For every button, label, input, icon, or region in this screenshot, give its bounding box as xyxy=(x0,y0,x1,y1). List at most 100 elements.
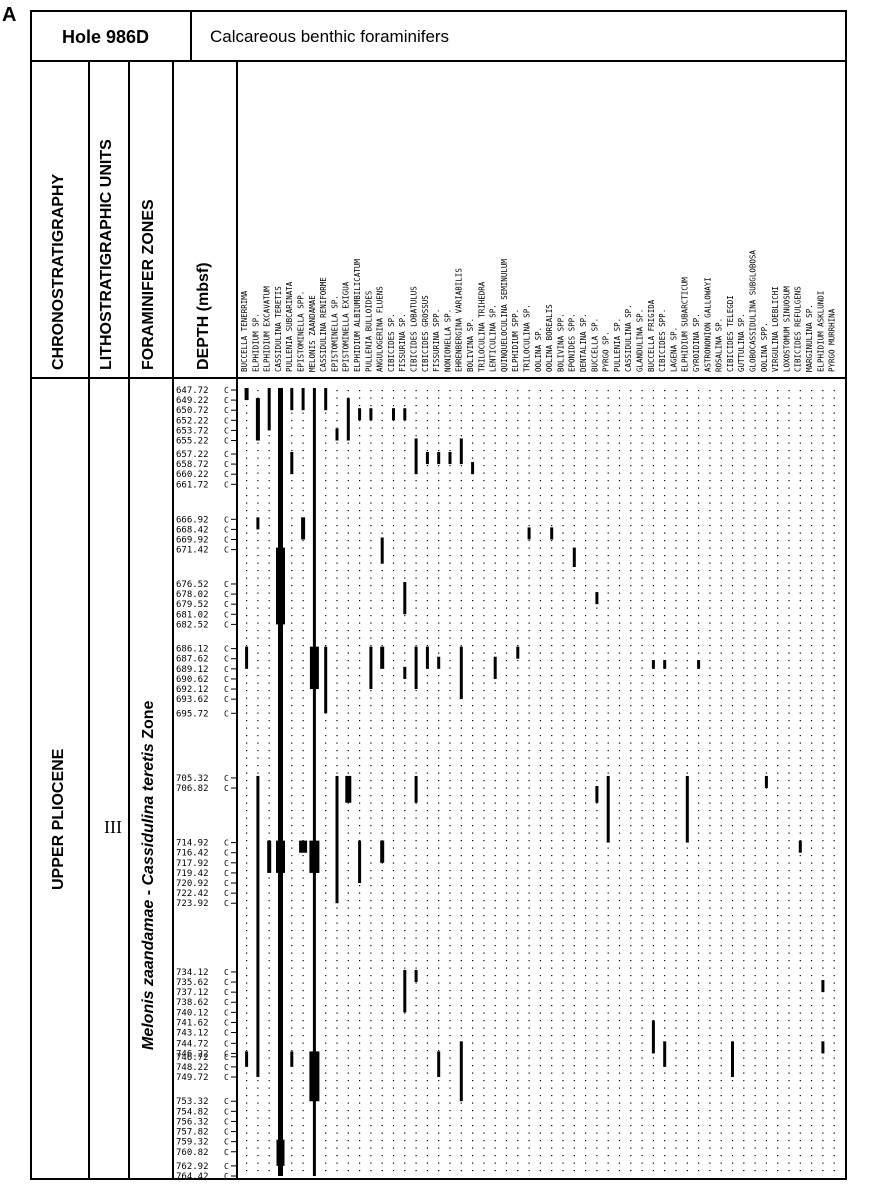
absence-dot xyxy=(528,772,530,774)
absence-dot xyxy=(731,907,734,909)
absence-dot xyxy=(562,1117,564,1119)
absence-dot xyxy=(686,922,688,924)
absence-dot xyxy=(257,1155,259,1157)
absence-dot xyxy=(641,922,643,924)
absence-dot xyxy=(539,585,541,587)
absence-dot xyxy=(709,660,711,662)
absence-dot xyxy=(731,577,734,579)
absence-dot xyxy=(359,487,361,489)
absence-dot xyxy=(449,952,451,954)
absence-dot xyxy=(302,435,304,437)
absence-dot xyxy=(562,1102,564,1104)
absence-dot xyxy=(483,487,485,489)
absence-dot xyxy=(573,960,575,962)
absence-dot xyxy=(302,1057,304,1059)
absence-dot xyxy=(268,780,270,782)
absence-dot xyxy=(302,877,304,879)
absence-dot xyxy=(426,907,428,909)
absence-dot xyxy=(404,502,406,504)
absence-dot xyxy=(551,630,553,632)
absence-dot xyxy=(370,892,372,894)
absence-dot xyxy=(505,517,508,519)
absence-dot xyxy=(359,900,361,902)
absence-dot xyxy=(517,615,519,617)
absence-dot xyxy=(641,720,643,722)
absence-dot xyxy=(731,870,734,872)
absence-dot xyxy=(562,592,564,594)
absence-dot xyxy=(370,855,372,857)
absence-dot xyxy=(551,967,553,969)
absence-dot xyxy=(381,412,383,414)
absence-dot xyxy=(675,397,677,399)
absence-dot xyxy=(573,592,575,594)
absence-dot xyxy=(505,1147,508,1149)
absence-dot xyxy=(562,765,564,767)
absence-dot xyxy=(720,1132,722,1134)
absence-dot xyxy=(641,555,643,557)
absence-dot xyxy=(438,645,440,647)
absence-dot xyxy=(607,720,609,722)
absence-dot xyxy=(709,1102,711,1104)
absence-dot xyxy=(539,817,541,819)
absence-dot xyxy=(539,967,541,969)
absence-dot xyxy=(731,457,734,459)
absence-dot xyxy=(573,907,575,909)
absence-dot xyxy=(268,495,270,497)
absence-dot xyxy=(505,1125,508,1127)
absence-dot xyxy=(449,967,451,969)
absence-dot xyxy=(494,510,496,512)
absence-dot xyxy=(573,1027,575,1029)
absence-dot xyxy=(607,772,609,774)
absence-dot xyxy=(460,562,462,564)
absence-dot xyxy=(698,682,700,684)
absence-dot xyxy=(347,870,349,872)
absence-dot xyxy=(720,727,722,729)
absence-dot xyxy=(562,997,564,999)
absence-dot xyxy=(743,802,745,804)
absence-dot xyxy=(392,645,395,647)
absence-dot xyxy=(562,420,564,422)
absence-dot xyxy=(754,615,756,617)
absence-dot xyxy=(370,787,372,789)
absence-dot xyxy=(392,1080,395,1082)
absence-dot xyxy=(528,1057,530,1059)
absence-dot xyxy=(404,1140,406,1142)
absence-dot xyxy=(528,390,530,392)
absence-dot xyxy=(336,997,338,999)
absence-dot xyxy=(539,675,541,677)
absence-dot xyxy=(370,817,372,819)
absence-dot xyxy=(743,540,745,542)
absence-dot xyxy=(585,1110,587,1112)
absence-dot xyxy=(246,682,248,684)
absence-dot xyxy=(528,1110,530,1112)
absence-dot xyxy=(392,427,395,429)
absence-dot xyxy=(325,885,327,887)
absence-dot xyxy=(618,1087,621,1089)
absence-dot xyxy=(392,502,395,504)
absence-dot xyxy=(347,1132,349,1134)
absence-dot xyxy=(607,705,609,707)
absence-dot xyxy=(246,607,248,609)
absence-dot xyxy=(257,1095,259,1097)
absence-dot xyxy=(720,765,722,767)
absence-dot xyxy=(709,1072,711,1074)
absence-dot xyxy=(381,1035,383,1037)
absence-dot xyxy=(618,997,621,999)
absence-dot xyxy=(268,757,270,759)
absence-dot xyxy=(754,427,756,429)
depth-tick-label: 722.42 xyxy=(176,889,209,899)
depth-tick-label: 689.12 xyxy=(176,665,209,675)
absence-dot xyxy=(336,990,338,992)
absence-dot xyxy=(302,487,304,489)
absence-dot xyxy=(720,712,722,714)
absence-dot xyxy=(630,600,632,602)
absence-dot xyxy=(562,945,564,947)
absence-dot xyxy=(404,480,406,482)
absence-dot xyxy=(720,427,722,429)
absence-dot xyxy=(754,487,756,489)
absence-dot xyxy=(472,997,474,999)
absence-dot xyxy=(505,795,508,797)
absence-dot xyxy=(675,1035,677,1037)
absence-dot xyxy=(720,1155,722,1157)
absence-dot xyxy=(336,607,338,609)
